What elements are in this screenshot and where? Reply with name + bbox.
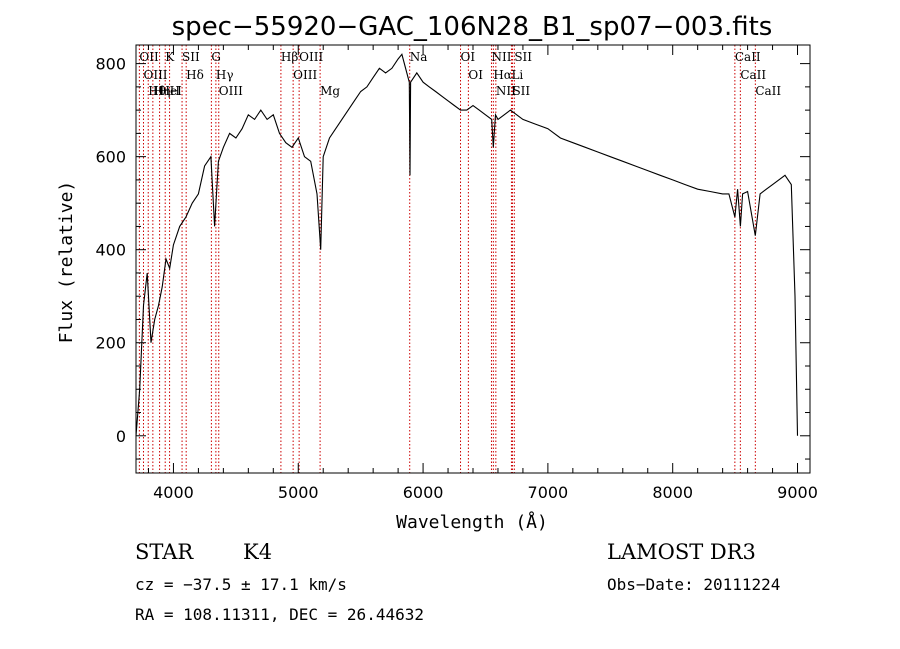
spectral-line-label: H [170,84,180,98]
y-tick-label: 800 [95,55,126,74]
spectrum-chart: spec−55920−GAC_106N28_B1_sp07−003.fits O… [56,12,818,533]
spectral-line-label: Hθ [148,84,166,98]
x-tick-label: 5000 [278,483,319,502]
obs-date-text: Obs−Date: 20111224 [607,575,781,594]
y-axis-label: Flux (relative) [56,181,77,344]
spectrum-series-line [135,53,799,436]
spectral-line-label: Hα [493,68,512,82]
y-tick-label: 400 [95,241,126,260]
spectral-line-markers [138,45,756,473]
spectral-line-label: OI [461,50,476,64]
spectral-line-label: K [165,50,175,64]
x-tick-labels: 4000 5000 6000 7000 8000 9000 [153,483,818,502]
spectral-line-label: OIII [293,68,317,82]
spectral-line-label: OIII [143,68,167,82]
spectral-line-label: Hβ [281,50,298,64]
redshift-text: cz = −37.5 ± 17.1 km/s [135,575,347,594]
spectral-line-label: OIII [219,84,243,98]
y-tick-label: 600 [95,148,126,167]
plot-frame [135,44,811,474]
object-class: STAR [135,540,194,564]
axis-ticks [136,45,810,473]
y-tick-labels: 0 200 400 600 800 [95,55,126,446]
spectral-line-label: Na [410,50,428,64]
spectral-line-label: OI [468,68,483,82]
spectral-line-label: Hδ [186,68,204,82]
spectral-line-label: Hγ [216,68,234,82]
spectral-subclass: K4 [243,540,273,564]
spectral-line-label: HeI [160,84,183,98]
survey-name: LAMOST DR3 [607,540,756,564]
spectral-line-label: SII [182,50,200,64]
spectral-line-label: SII [512,84,530,98]
spectral-line-label: Hη [153,84,171,98]
spectral-line-label: Li [511,68,523,82]
coordinates-text: RA = 108.11311, DEC = 26.44632 [135,605,424,624]
spectral-line-label: SII [514,50,532,64]
y-tick-label: 200 [95,334,126,353]
x-tick-label: 4000 [153,483,194,502]
x-tick-label: 7000 [528,483,569,502]
x-axis-label: Wavelength (Å) [396,511,548,533]
chart-title: spec−55920−GAC_106N28_B1_sp07−003.fits [172,12,773,42]
spectral-line-label: OIII [299,50,323,64]
spectral-line-labels: OIIOIIIHθHηHeIKHSIIHδGHγOIIIHβOIIIOIIIMg… [139,50,781,98]
x-tick-label: 6000 [403,483,444,502]
spectral-line-label: G [211,50,221,64]
spectral-line-label: CaII [740,68,766,82]
spectral-line-label: Mg [320,84,340,98]
x-tick-label: 9000 [777,483,818,502]
spectral-line-label: CaII [755,84,781,98]
spectral-line-label: NII [496,84,516,98]
spectral-line-label: CaII [735,50,761,64]
spectral-line-label: NII [491,50,511,64]
x-tick-label: 8000 [652,483,693,502]
y-tick-label: 0 [116,427,126,446]
spectral-line-label: OII [139,50,159,64]
